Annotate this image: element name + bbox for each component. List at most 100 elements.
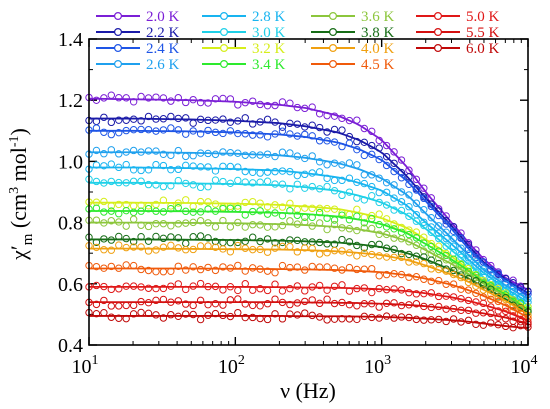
legend-label: 5.5 K — [466, 25, 500, 41]
data-point — [137, 243, 145, 251]
data-point — [472, 282, 480, 290]
data-point — [494, 293, 502, 302]
data-point — [256, 237, 264, 246]
data-point — [293, 211, 302, 220]
x-tick-label: 101 — [72, 353, 99, 378]
data-point — [182, 266, 190, 274]
data-point — [129, 146, 138, 155]
plot-frame — [88, 38, 529, 346]
data-point — [144, 266, 153, 275]
data-point — [248, 131, 257, 139]
data-point — [390, 159, 398, 167]
data-point — [174, 220, 182, 228]
data-point — [189, 301, 197, 310]
series-3-6K — [85, 215, 532, 315]
data-point — [100, 128, 108, 136]
data-point — [278, 203, 287, 211]
data-point — [353, 241, 361, 250]
data-point — [278, 238, 287, 247]
data-point — [219, 263, 227, 271]
fit-line — [89, 285, 529, 322]
data-point — [241, 300, 249, 308]
fit-line — [89, 181, 529, 306]
data-point — [144, 180, 153, 189]
data-point — [390, 299, 398, 307]
data-point — [226, 296, 235, 304]
data-point — [196, 197, 205, 206]
fit-line — [89, 117, 529, 294]
data-point — [174, 126, 182, 134]
data-point — [211, 150, 220, 159]
data-point — [241, 114, 249, 122]
legend-item: 4.5 K — [311, 57, 395, 73]
data-point — [100, 246, 108, 254]
data-point — [278, 287, 287, 295]
data-point — [100, 162, 108, 170]
legend-label: 2.0 K — [146, 9, 180, 25]
data-point — [420, 316, 428, 324]
data-point — [241, 198, 249, 207]
data-point — [464, 250, 473, 258]
x-tick-label: 102 — [218, 353, 245, 378]
data-point — [129, 166, 138, 174]
legend-swatch-marker — [220, 59, 229, 68]
data-point — [412, 252, 421, 260]
data-point — [420, 194, 428, 203]
data-point — [234, 286, 242, 295]
data-point — [226, 148, 235, 157]
data-point — [435, 211, 443, 220]
data-point — [464, 245, 473, 254]
data-point — [464, 269, 473, 278]
data-point — [92, 96, 101, 104]
data-point — [263, 101, 272, 110]
legend-swatch-marker — [329, 43, 338, 52]
data-point — [100, 150, 108, 158]
data-point — [271, 269, 279, 277]
data-point — [472, 253, 480, 262]
data-point — [405, 173, 413, 181]
data-point — [211, 299, 220, 308]
y-tick-label: 0.6 — [58, 274, 83, 296]
data-point — [390, 167, 398, 176]
data-point — [167, 165, 175, 174]
data-point — [405, 288, 413, 297]
data-point — [107, 313, 116, 321]
data-point — [144, 94, 153, 102]
data-point — [405, 230, 413, 239]
data-point — [100, 309, 108, 317]
data-point — [286, 236, 294, 244]
legend-label: 3.6 K — [361, 9, 395, 25]
legend-swatch-marker — [220, 28, 229, 37]
data-point — [449, 234, 458, 243]
data-point — [129, 310, 138, 318]
data-point — [271, 238, 279, 247]
data-point — [211, 95, 220, 103]
data-point — [368, 240, 376, 249]
data-point — [174, 297, 182, 305]
data-point — [271, 152, 279, 161]
legend-swatch-marker — [434, 43, 443, 52]
legend-item: 2.4 K — [96, 41, 180, 57]
data-point — [174, 165, 182, 174]
data-point — [345, 174, 354, 182]
data-point — [256, 285, 264, 293]
data-point — [286, 263, 294, 272]
data-point — [211, 266, 220, 275]
data-point — [92, 243, 101, 252]
data-point — [226, 223, 235, 231]
legend-label: 3.2 K — [252, 41, 286, 57]
data-point — [92, 177, 101, 186]
data-point — [122, 243, 130, 252]
data-point — [479, 286, 488, 294]
data-point — [390, 148, 398, 156]
data-point — [226, 127, 235, 135]
data-point — [286, 217, 294, 225]
data-point — [442, 251, 450, 260]
data-point — [241, 151, 249, 159]
legend-item: 3.8 K — [311, 25, 395, 41]
data-point — [196, 217, 205, 225]
data-point — [204, 163, 212, 171]
data-point — [122, 116, 130, 124]
data-point — [382, 161, 391, 170]
data-point — [390, 285, 398, 293]
